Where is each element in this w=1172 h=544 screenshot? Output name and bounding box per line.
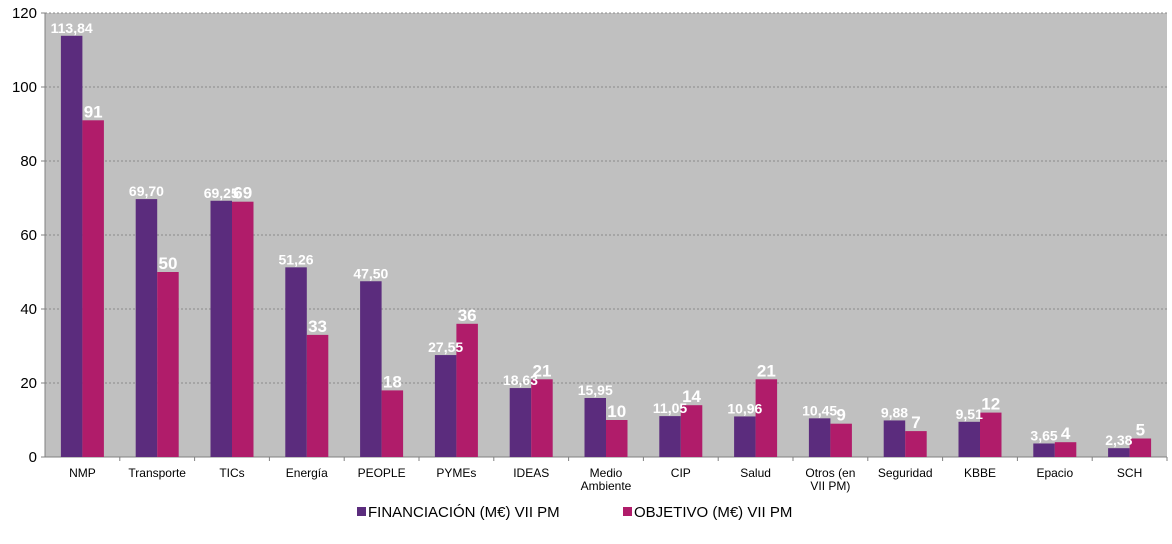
data-label-objetivo: 21 [757,361,776,380]
x-category-label: NMP [69,466,96,480]
bar-financiacion [434,355,457,457]
bar-financiacion [958,421,980,457]
data-label-financiacion: 47,50 [353,265,388,281]
bar-financiacion [1108,448,1130,457]
x-axis-categories: NMP Transporte TICs Energía PEOPLE PYMEs IDEAS… [69,466,1142,493]
x-category-label: Otros (en VII PM) [805,466,855,493]
data-label-financiacion: 9,51 [956,406,983,422]
data-label-objetivo: 10 [607,402,626,421]
x-category-label: SCH [1117,466,1142,480]
bar-financiacion [285,267,307,457]
data-label-financiacion: 10,96 [727,400,762,416]
data-label-financiacion: 27,55 [428,339,463,355]
data-label-financiacion: 3,65 [1030,427,1057,443]
bar-financiacion [659,416,681,457]
data-label-financiacion: 113,84 [51,20,93,36]
data-label-objetivo: 12 [981,395,1000,414]
bar-financiacion [883,420,906,457]
x-category-label: Salud [740,466,771,480]
bar-financiacion [808,418,831,457]
bar-objetivo [456,323,478,457]
y-tick-label: 60 [20,227,37,244]
legend-label-financiacion: FINANCIACIÓN (M€) VII PM [368,504,560,521]
data-label-objetivo: 9 [836,406,845,425]
bar-financiacion [509,388,532,457]
x-category-label: Epacio [1036,466,1073,480]
bar-objetivo [157,272,179,457]
bar-objetivo [82,120,104,458]
y-tick-label: 40 [20,301,37,318]
y-tick-label: 0 [29,449,37,466]
x-category-label: PEOPLE [358,466,406,480]
bar-financiacion [584,397,606,457]
data-label-financiacion: 51,26 [279,251,314,267]
bar-objetivo [606,420,628,457]
y-tick-label: 120 [12,5,37,22]
bar-objetivo [381,390,404,457]
bar-objetivo [232,201,254,457]
bar-objetivo [980,412,1002,457]
data-label-financiacion: 18,63 [503,372,538,388]
x-category-label: Seguridad [878,466,933,480]
bar-objetivo [1054,442,1077,457]
bar-financiacion [1033,443,1055,457]
bar-financiacion [734,416,756,457]
data-label-objetivo: 7 [911,413,920,432]
x-category-label: KBBE [964,466,996,480]
x-category-label: PYMEs [436,466,476,480]
data-label-objetivo: 69 [233,184,252,203]
bar-objetivo [830,423,852,457]
x-category-label: Transporte [128,466,186,480]
bars [60,35,1152,458]
y-tick-label: 100 [12,79,37,96]
x-category-label: TICs [219,466,244,480]
data-label-objetivo: 36 [458,306,477,325]
legend-label-objetivo: OBJETIVO (M€) VII PM [634,504,792,521]
data-label-financiacion: 69,25 [204,185,239,201]
bar-objetivo [1129,438,1152,457]
y-axis-ticks: 0 20 40 60 80 100 120 [12,5,37,466]
x-category-label: IDEAS [513,466,549,480]
bar-financiacion [360,281,382,457]
legend-swatch-objetivo [623,507,632,516]
bar-objetivo [755,379,778,457]
bar-objetivo [680,405,703,457]
data-label-financiacion: 69,70 [129,183,164,199]
data-label-objetivo: 50 [158,254,177,273]
bar-objetivo [531,379,553,457]
x-category-label: Energía [286,466,328,480]
legend: FINANCIACIÓN (M€) VII PM OBJETIVO (M€) V… [357,504,792,521]
data-label-financiacion: 10,45 [802,402,837,418]
data-label-objetivo: 5 [1136,421,1145,440]
data-label-objetivo: 14 [682,387,701,406]
x-category-label: Medio Ambiente [581,466,632,493]
data-label-financiacion: 9,88 [881,404,908,420]
data-label-financiacion: 15,95 [578,382,613,398]
bar-financiacion [60,35,83,458]
data-label-objetivo: 4 [1061,424,1071,443]
bar-financiacion [210,200,232,457]
legend-swatch-financiacion [357,507,366,516]
x-category-label: CIP [671,466,691,480]
bar-objetivo [905,431,927,457]
data-label-objetivo: 33 [308,317,327,336]
y-tick-label: 20 [20,375,37,392]
data-label-objetivo: 18 [383,372,402,391]
data-label-financiacion: 2,38 [1105,432,1132,448]
data-label-objetivo: 21 [532,361,551,380]
bar-objetivo [306,334,329,457]
data-label-objetivo: 91 [84,102,103,121]
data-label-financiacion: 11,05 [653,400,687,416]
y-tick-label: 80 [20,153,37,170]
bar-financiacion [135,199,158,458]
